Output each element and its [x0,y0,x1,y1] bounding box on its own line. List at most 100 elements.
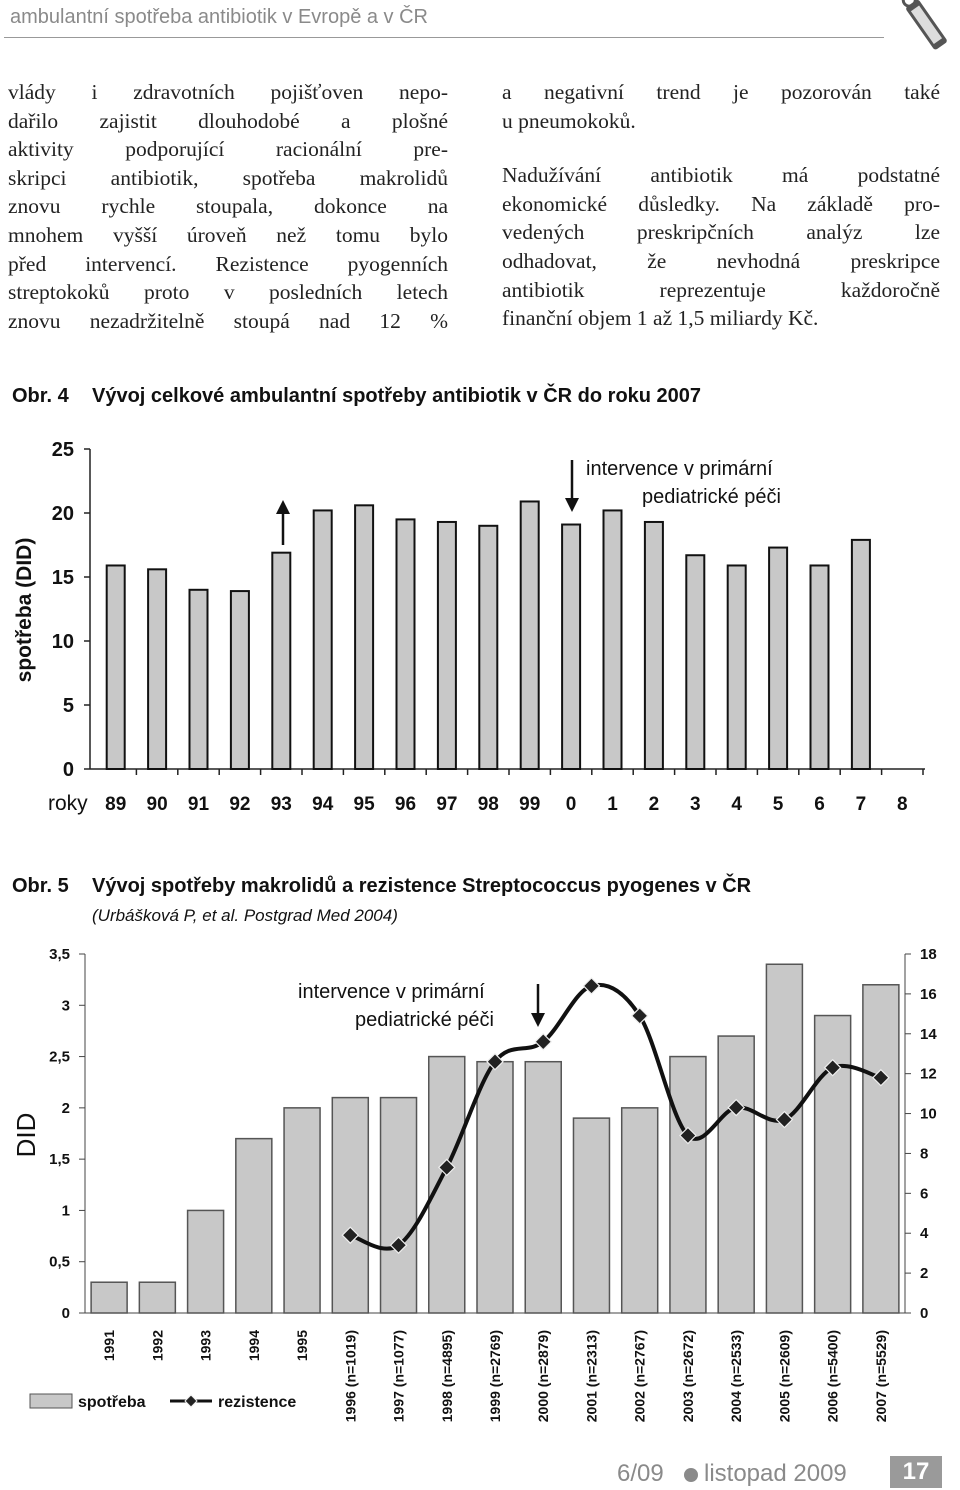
arrow-head [531,1013,545,1027]
text-line: aktivity podporující racionální pre- [8,137,448,162]
left-column: vlády i zdravotních pojišťoven nepo-daři… [8,78,448,335]
y2-tick-label: 14 [920,1026,937,1043]
y2-tick-label: 10 [920,1106,937,1123]
text-line: u pneumokoků. [502,108,636,133]
marker [341,1226,360,1245]
x-tick-label: 1999 (n=2769) [487,1330,503,1422]
x-tick-label: 1991 [101,1330,117,1361]
x-tick-label: 97 [436,794,457,815]
marker [486,1052,504,1071]
y-tick-label: 3 [62,997,70,1014]
bar [850,538,871,770]
text-line: dařilo zajistit dlouhodobé a plošné [8,108,448,133]
x-tick-label: 94 [312,794,334,815]
x-tick-label: 2005 (n=2609) [776,1330,792,1422]
x-tick-label: 1993 [198,1330,214,1361]
x-tick-label: 2007 (n=5529) [873,1330,889,1422]
x-tick-label: 2002 (n=2767) [632,1330,648,1422]
x-tick-label: 96 [395,794,416,815]
x-tick-label: 99 [519,794,540,815]
legend-label: rezistence [218,1394,296,1411]
bar [283,1107,321,1314]
legend-marker [184,1394,198,1408]
bar [519,500,540,770]
bar [271,551,292,770]
x-tick-label: 92 [229,794,250,815]
bar [478,524,499,770]
bar [395,518,416,771]
y2-tick-label: 2 [920,1265,928,1282]
marker [582,977,601,995]
text-line: streptokoků proto v posledních letech [8,280,448,305]
y-tick-label: 2,5 [49,1049,70,1066]
y-tick-label: 25 [52,439,74,461]
arrow-head [565,498,579,512]
y-tick-label: 20 [52,503,74,525]
text-line: vedených preskripčních analýz lze [502,220,940,245]
y-tick-label: 10 [52,631,74,653]
bar [229,590,250,771]
text-line: před intervencí. Rezistence pyogenních [8,251,448,276]
y2-tick-label: 0 [920,1305,928,1322]
bar [602,509,623,770]
text-line: odhadovat, že nevhodná preskripce [502,248,940,273]
bar [524,1060,562,1314]
figure-subtitle: (Urbášková P, et al. Postgrad Med 2004) [92,906,398,925]
bar [235,1137,273,1314]
x-tick-label: 91 [188,794,210,815]
marker [823,1058,842,1077]
y-tick-label: 0,5 [49,1254,70,1271]
bullet [684,1468,698,1482]
arrow-head [276,500,290,514]
legend-swatch [29,1393,73,1409]
issue: 6/09 [617,1460,664,1487]
y-tick-label: 0 [62,1305,70,1322]
x-tick-label: 1994 [246,1330,262,1361]
x-tick-label: 1 [607,794,618,815]
x-tick-label: 95 [354,794,376,815]
x-tick-label: 2004 (n=2533) [728,1330,744,1422]
bar [669,1055,707,1314]
marker [437,1158,456,1177]
y2-tick-label: 18 [920,946,937,963]
y2-tick-label: 8 [920,1145,928,1162]
y-tick-label: 0 [63,759,74,781]
y-tick-label: 3,5 [49,946,70,963]
logo [901,0,947,50]
bar [620,1107,659,1314]
x-tick-label: 0 [566,794,577,815]
annotation: pediatrické péči [355,1009,494,1031]
figure-title: Vývoj celkové ambulantní spotřeby antibi… [92,385,702,407]
x-axis-label: roky [48,792,88,815]
bar [726,564,747,770]
bar [312,509,333,770]
y-tick-label: 5 [63,695,74,717]
y-tick-label: 1 [62,1202,70,1219]
x-tick-label: 8 [897,794,908,815]
x-tick-label: 2003 (n=2672) [680,1330,696,1422]
y2-tick-label: 16 [920,986,937,1003]
bar [476,1060,514,1314]
x-tick-label: 1995 [294,1330,310,1361]
bar [186,1209,225,1314]
marker [872,1068,890,1087]
bar [765,963,804,1314]
y2-tick-label: 6 [920,1185,928,1202]
x-tick-label: 7 [856,794,867,815]
y-tick-label: 15 [52,567,74,589]
running-title: ambulantní spotřeba antibiotik v Evropě … [10,6,428,28]
x-tick-label: 89 [105,794,126,815]
figure-label: Obr. 5 [12,875,69,897]
marker [775,1110,794,1129]
x-tick-label: 2 [649,794,660,815]
marker [727,1098,746,1117]
text-line: ekonomické důsledky. Na základě pro- [502,191,940,216]
bar [105,564,126,770]
y-axis-label: spotřeba (DID) [13,538,36,683]
text-line: skripci antibiotik, spotřeba makrolidů [8,165,448,190]
y-tick-label: 2 [62,1100,70,1117]
y-axis-label: DID [11,1113,41,1158]
